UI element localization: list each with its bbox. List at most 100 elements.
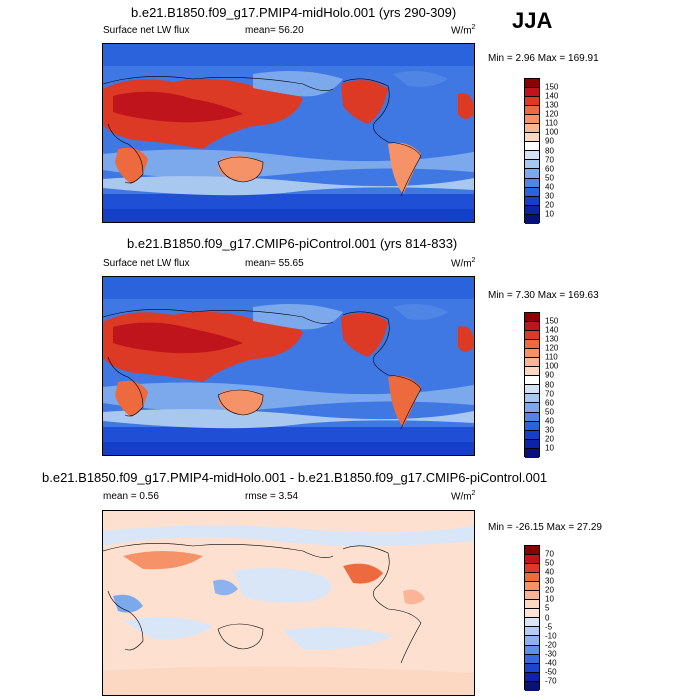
colorbar-tick-label: 50 [545,407,554,417]
panel-2-colorbar-swatch [525,439,539,449]
panel-2-colorbar-swatch [525,421,539,431]
panel-2-colorbar-swatch [525,349,539,359]
colorbar-tick-label: 40 [545,567,554,577]
panel-1-colorbar-swatch [525,151,539,161]
panel-2-colorbar-swatch [525,322,539,332]
colorbar-tick-label: 140 [545,325,559,335]
colorbar-tick-label: 150 [545,316,559,326]
colorbar-tick-label: -10 [545,631,557,641]
panel-3-colorbar [524,545,540,691]
colorbar-tick-label: 130 [545,100,559,110]
colorbar-tick-label: -50 [545,667,557,677]
panel-2-units: W/m2 [451,257,476,270]
panel-1-colorbar-swatch [525,97,539,107]
colorbar-tick-label: 20 [545,434,554,444]
colorbar-tick-label: 30 [545,191,554,201]
colorbar-tick-label: -70 [545,676,557,686]
colorbar-tick-label: 50 [545,173,554,183]
colorbar-tick-label: -30 [545,649,557,659]
colorbar-tick-label: 100 [545,127,559,137]
panel-2-colorbar-swatch [525,340,539,350]
panel-1-colorbar-swatch [525,115,539,125]
panel-2-colorbar [524,312,540,458]
panel-2-colorbar-swatch [525,403,539,413]
colorbar-tick-label: 0 [545,613,550,622]
panel-3-colorbar-swatch [525,645,539,655]
colorbar-tick-label: 10 [545,443,554,453]
panel-1-units: W/m2 [451,24,476,37]
colorbar-tick-label: 30 [545,576,554,586]
panel-3-colorbar-swatch [525,618,539,628]
panel-1-map [102,43,475,223]
panel-2-colorbar-swatch [525,367,539,377]
panel-2-colorbar-swatch [525,394,539,404]
colorbar-tick-label: -40 [545,658,557,668]
colorbar-tick-label: 70 [545,549,554,559]
colorbar-tick-label: 20 [545,200,554,210]
colorbar-tick-label: 140 [545,91,559,101]
panel-3-colorbar-swatch [525,564,539,574]
panel-3-units: W/m2 [451,490,476,503]
panel-3-colorbar-swatch [525,573,539,583]
panel-3-title: b.e21.B1850.f09_g17.PMIP4-midHolo.001 - … [42,470,548,485]
panel-3-colorbar-swatch [525,600,539,610]
colorbar-tick-label: 120 [545,109,559,119]
panel-2-colorbar-swatch [525,385,539,395]
panel-2-colorbar-swatch [525,313,539,323]
season-label: JJA [512,8,553,33]
colorbar-tick-label: 90 [545,370,554,380]
panel-3-colorbar-swatch [525,672,539,682]
panel-1-colorbar-swatch [525,133,539,143]
panel-3-rmse-label: rmse = 3.54 [245,491,299,502]
panel-1-colorbar-swatch [525,88,539,98]
panel-3-colorbar-swatch [525,627,539,637]
panel-1-colorbar-swatch [525,106,539,116]
panel-3-colorbar-swatch [525,636,539,646]
colorbar-tick-label: 40 [545,416,554,426]
colorbar-tick-label: 80 [545,146,554,155]
colorbar-tick-label: -5 [545,622,553,632]
panel-1-colorbar-swatch [525,124,539,134]
colorbar-tick-label: 110 [545,118,558,128]
colorbar-tick-label: 10 [545,209,554,219]
panel-2-mean-label: mean= 55.65 [245,258,304,269]
panel-1-colorbar-swatch [525,169,539,179]
panel-1-minmax: Min = 2.96 Max = 169.91 [488,53,599,64]
colorbar-tick-label: 130 [545,334,559,344]
panel-1-colorbar-swatch [525,196,539,206]
panel-3-colorbar-swatch [525,681,539,691]
colorbar-tick-label: 50 [545,558,554,568]
panel-3-colorbar-swatch [525,609,539,619]
panel-2-colorbar-swatch [525,358,539,368]
panel-1-colorbar-swatch [525,187,539,197]
colorbar-tick-label: 60 [545,164,554,174]
panel-1-colorbar-swatch [525,214,539,224]
panel-2-map [102,276,475,456]
colorbar-tick-label: 20 [545,585,554,595]
colorbar-tick-label: 80 [545,380,554,389]
panel-1-colorbar-swatch [525,142,539,152]
colorbar-tick-label: 110 [545,352,558,362]
panel-1-colorbar-swatch [525,79,539,89]
panel-3-colorbar-swatch [525,555,539,565]
panel-2-variable-label: Surface net LW flux [103,258,190,269]
panel-1-title: b.e21.B1850.f09_g17.PMIP4-midHolo.001 (y… [131,5,457,20]
panel-1-colorbar-swatch [525,205,539,215]
colorbar-tick-label: 100 [545,361,559,371]
panel-2-colorbar-swatch [525,331,539,341]
panel-1-colorbar [524,78,540,224]
panel-2-colorbar-swatch [525,430,539,440]
panel-3-colorbar-swatch [525,546,539,556]
panel-1-variable-label: Surface net LW flux [103,25,190,36]
panel-2-colorbar-swatch [525,376,539,386]
colorbar-tick-label: 90 [545,136,554,146]
colorbar-tick-label: 60 [545,398,554,408]
panel-3-map [102,510,475,696]
colorbar-tick-label: 30 [545,425,554,435]
panel-2-colorbar-swatch [525,448,539,458]
panel-1-colorbar-swatch [525,178,539,188]
colorbar-tick-label: -20 [545,640,557,650]
colorbar-tick-label: 5 [545,603,550,613]
panel-3-minmax: Min = -26.15 Max = 27.29 [488,522,602,533]
panel-1-mean-label: mean= 56.20 [245,25,304,36]
